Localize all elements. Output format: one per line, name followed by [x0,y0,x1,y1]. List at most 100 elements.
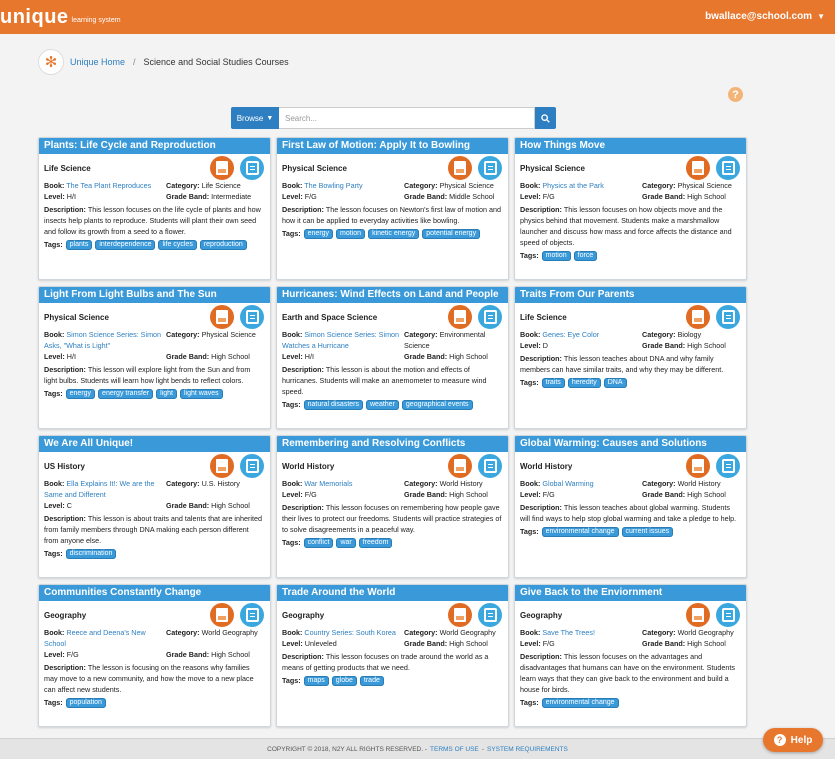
tag-chip[interactable]: globe [331,675,357,686]
lesson-document-icon[interactable] [686,454,710,478]
book-icon[interactable] [240,603,264,627]
description-text: The lesson focuses on Newton's first law… [282,205,501,225]
tag-chip[interactable]: natural disasters [303,399,363,410]
course-title[interactable]: Communities Constantly Change [39,585,270,601]
browse-dropdown-button[interactable]: Browse ▼ [231,107,279,129]
description-label: Description: [520,205,562,214]
help-button[interactable]: ? Help [763,728,823,752]
tag-chip[interactable]: discrimination [65,548,117,559]
tag-chip[interactable]: plants [65,239,93,250]
course-title[interactable]: Light From Light Bulbs and The Sun [39,287,270,303]
lesson-document-icon[interactable] [686,603,710,627]
book-icon[interactable] [716,305,740,329]
tag-chip[interactable]: kinetic energy [368,228,420,239]
book-icon[interactable] [716,156,740,180]
lesson-document-icon[interactable] [448,305,472,329]
tag-chip[interactable]: freedom [358,537,393,548]
course-title[interactable]: Plants: Life Cycle and Reproduction [39,138,270,154]
tag-chip[interactable]: environmental change [541,697,619,708]
search-input[interactable] [279,107,535,129]
book-icon[interactable] [478,156,502,180]
course-card: Trade Around the World Geography Book: C… [276,584,509,727]
book-link[interactable]: Ella Explains It!: We are the Same and D… [44,479,155,499]
lesson-document-icon[interactable] [210,454,234,478]
tag-chip[interactable]: life cycles [158,239,197,250]
lesson-document-icon[interactable] [448,603,472,627]
course-title[interactable]: First Law of Motion: Apply It to Bowling [277,138,508,154]
lesson-document-icon[interactable] [210,156,234,180]
lesson-document-icon[interactable] [448,454,472,478]
book-link[interactable]: Physics at the Park [542,181,604,190]
book-link[interactable]: Simon Science Series: Simon Asks, "What … [44,330,162,350]
tag-chip[interactable]: current issues [621,526,674,537]
book-link[interactable]: War Memorials [304,479,353,488]
tag-chip[interactable]: motion [336,228,366,239]
book-link[interactable]: Global Warming [542,479,594,488]
tag-chip[interactable]: potential energy [422,228,481,239]
course-title[interactable]: Give Back to the Enviornment [515,585,746,601]
terms-of-use-link[interactable]: TERMS OF USE [430,745,479,753]
course-card: Traits From Our Parents Life Science Boo… [514,286,747,429]
book-link[interactable]: The Tea Plant Reproduces [66,181,152,190]
tag-chip[interactable]: force [573,250,598,261]
lesson-document-icon[interactable] [686,156,710,180]
tag-chip[interactable]: reproduction [199,239,247,250]
course-title[interactable]: Trade Around the World [277,585,508,601]
tag-chip[interactable]: interdependence [95,239,156,250]
book-link[interactable]: The Bowling Party [304,181,363,190]
tag-chip[interactable]: heredity [567,377,601,388]
tag-chip[interactable]: population [65,697,106,708]
tag-chip[interactable]: conflict [303,537,334,548]
tag-chip[interactable]: trade [359,675,384,686]
book-link[interactable]: Country Series: South Korea [304,628,396,637]
level-value: H/I [66,192,76,201]
book-icon[interactable] [478,305,502,329]
grade-band-label: Grade Band: [642,490,686,499]
tag-chip[interactable]: motion [541,250,571,261]
course-description: Description: This lesson teaches about D… [520,353,741,375]
tag-chip[interactable]: weather [366,399,399,410]
book-icon[interactable] [478,454,502,478]
book-icon[interactable] [240,454,264,478]
snowflake-icon[interactable]: ✻ [38,49,64,75]
breadcrumb-home-link[interactable]: Unique Home [70,57,126,67]
tag-chip[interactable]: energy [303,228,334,239]
course-title[interactable]: Hurricanes: Wind Effects on Land and Peo… [277,287,508,303]
course-title[interactable]: Global Warming: Causes and Solutions [515,436,746,452]
book-link[interactable]: Simon Science Series: Simon Watches a Hu… [282,330,400,350]
book-icon[interactable] [478,603,502,627]
tag-chip[interactable]: war [336,537,356,548]
book-link[interactable]: Genes: Eye Color [542,330,600,339]
tag-chip[interactable]: energy [65,388,96,399]
course-title[interactable]: We Are All Unique! [39,436,270,452]
chevron-down-icon: ▼ [817,12,825,21]
course-title[interactable]: How Things Move [515,138,746,154]
book-icon[interactable] [240,156,264,180]
system-requirements-link[interactable]: SYSTEM REQUIREMENTS [486,745,568,753]
tag-chip[interactable]: light [156,388,177,399]
book-link[interactable]: Save The Trees! [542,628,595,637]
lesson-document-icon[interactable] [686,305,710,329]
book-icon[interactable] [240,305,264,329]
lesson-document-icon[interactable] [448,156,472,180]
search-button[interactable] [535,107,556,129]
question-icon[interactable]: ? [728,87,743,102]
book-link[interactable]: Reece and Deena's New School [44,628,146,648]
tag-chip[interactable]: traits [541,377,565,388]
course-title[interactable]: Remembering and Resolving Conflicts [277,436,508,452]
logo[interactable]: unique learning system [0,6,121,28]
lesson-document-icon[interactable] [210,305,234,329]
grade-band-value: High School [449,352,488,361]
tag-chip[interactable]: environmental change [541,526,619,537]
book-icon[interactable] [716,454,740,478]
user-menu[interactable]: bwallace@school.com ▼ [705,11,825,22]
course-title[interactable]: Traits From Our Parents [515,287,746,303]
tag-chip[interactable]: geographical events [401,399,473,410]
lesson-document-icon[interactable] [210,603,234,627]
tag-chip[interactable]: maps [303,675,329,686]
book-icon[interactable] [716,603,740,627]
tag-chip[interactable]: DNA [603,377,627,388]
tag-chip[interactable]: energy transfer [98,388,154,399]
search-bar: Browse ▼ [231,107,556,129]
tag-chip[interactable]: light waves [179,388,223,399]
